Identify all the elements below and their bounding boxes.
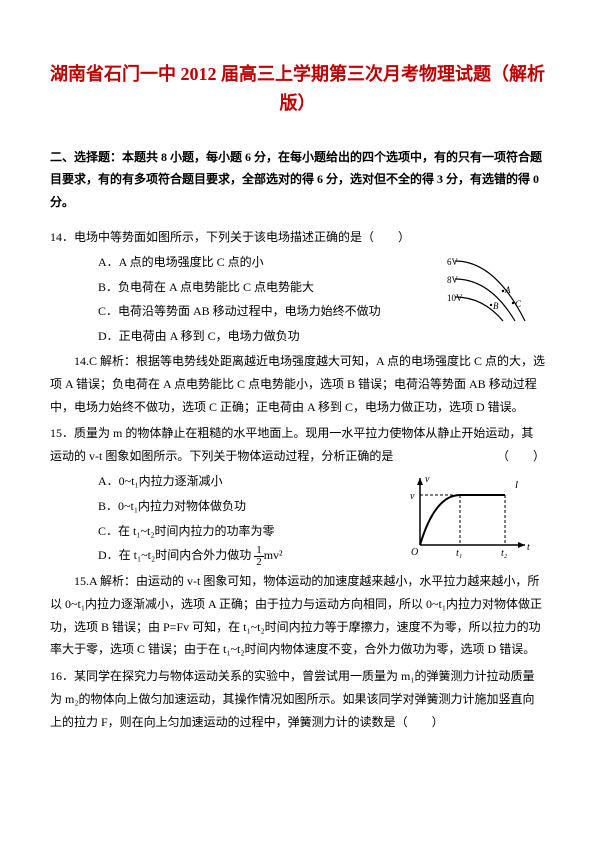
- question-14: 14．电场中等势面如图所示，下列关于该电场描述正确的是（ ） 6V 8V 10V…: [50, 226, 545, 418]
- question-16: 16．某同学在探究力与物体运动关系的实验中，曾尝试用一质量为 m₁的弹簧测力计拉…: [50, 665, 545, 733]
- q15-axis-v: v: [425, 474, 430, 485]
- q15-analysis: 15.A 解析：由运动的 v-t 图象可知，物体运动的加速度越来越小，水平拉力越…: [50, 570, 545, 661]
- q15-d-prefix: D．在 t₁~t₂时间内合外力做功: [98, 548, 251, 562]
- q15-stem-paren: （ ）: [497, 445, 545, 468]
- q14-figure: 6V 8V 10V A B C: [445, 251, 545, 331]
- q15-d-fraction: 1 2: [254, 545, 264, 568]
- q15-origin: O: [411, 547, 418, 558]
- q14-point-a: A: [504, 285, 511, 295]
- q15-axis-t: t: [527, 542, 530, 553]
- q15-d-suffix: mv²: [264, 548, 283, 562]
- q16-stem: 16．某同学在探究力与物体运动关系的实验中，曾尝试用一质量为 m₁的弹簧测力计拉…: [50, 665, 545, 733]
- q14-stem: 14．电场中等势面如图所示，下列关于该电场描述正确的是（ ）: [50, 226, 545, 249]
- q14-label-10v: 10V: [447, 293, 463, 303]
- q14-label-6v: 6V: [447, 257, 459, 267]
- q14-analysis: 14.C 解析：根据等电势线处距离越近电场强度越大可知，A 点的电场强度比 C …: [50, 350, 545, 418]
- page-title: 湖南省石门一中 2012 届高三上学期第三次月考物理试题（解析版）: [50, 60, 545, 118]
- q15-stem-text: 15．质量为 m 的物体静止在粗糙的水平地面上。现用一水平拉力使物体从静止开始运…: [50, 426, 533, 463]
- q15-figure: O t v t₁ t₂ v l: [405, 470, 535, 560]
- question-15: 15．质量为 m 的物体静止在粗糙的水平地面上。现用一水平拉力使物体从静止开始运…: [50, 422, 545, 661]
- q15-tick-t1: t₁: [456, 548, 462, 559]
- section-instructions: 二、选择题：本题共 8 小题，每小题 6 分，在每小题给出的四个选项中，有的只有…: [50, 146, 545, 214]
- q15-curve-label: l: [515, 479, 518, 491]
- q14-point-c: C: [515, 299, 522, 309]
- q15-tick-v: v: [410, 491, 415, 502]
- q14-point-b: B: [493, 301, 499, 311]
- q14-label-8v: 8V: [447, 275, 459, 285]
- q15-stem: 15．质量为 m 的物体静止在粗糙的水平地面上。现用一水平拉力使物体从静止开始运…: [50, 422, 545, 468]
- q15-d-den: 2: [254, 557, 264, 568]
- q15-tick-t2: t₂: [501, 548, 508, 559]
